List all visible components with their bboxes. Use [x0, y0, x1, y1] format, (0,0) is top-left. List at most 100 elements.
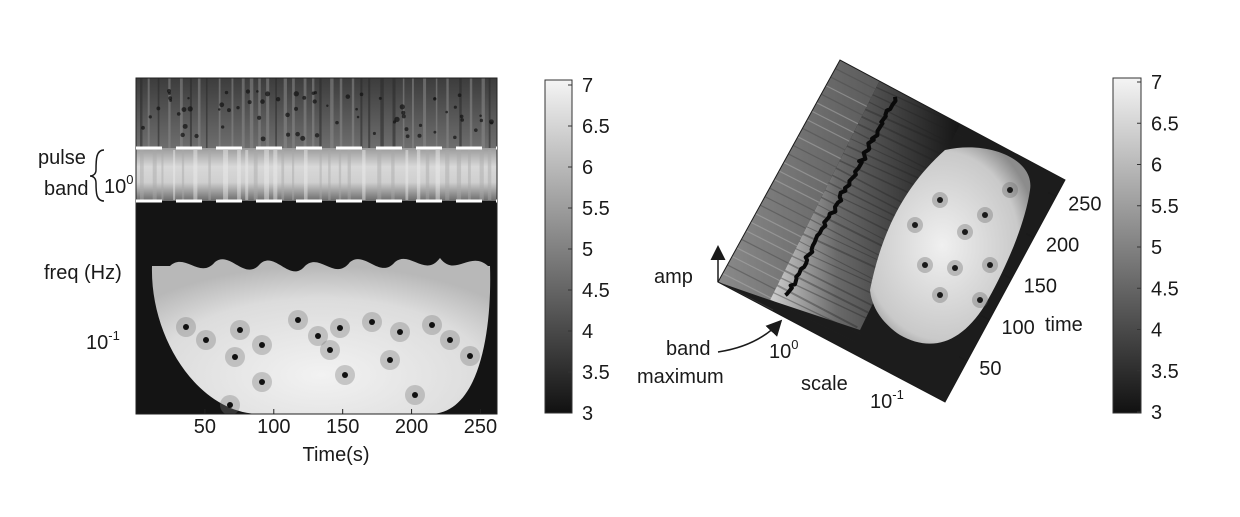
- texture-dot: [327, 347, 333, 353]
- texture-dot: [379, 97, 382, 100]
- texture-stripe: [377, 150, 381, 200]
- texture-dot: [312, 91, 315, 94]
- pulse-band-label-2: band: [44, 178, 89, 200]
- colorbar-left-ticks: 76.565.554.543.53: [568, 75, 610, 425]
- texture-dot: [405, 127, 409, 131]
- texture-dot: [335, 121, 339, 125]
- texture-dot: [397, 329, 403, 335]
- pulse-band-region: [136, 148, 497, 201]
- texture-dot: [221, 125, 224, 128]
- colorbar-tick-label: 5.5: [1151, 196, 1179, 218]
- texture-dot: [300, 136, 305, 141]
- texture-dot: [183, 124, 188, 129]
- texture-dot: [937, 292, 943, 298]
- texture-dot: [355, 108, 358, 111]
- texture-stripe: [140, 78, 142, 148]
- colorbar-tick-label: 6: [1151, 155, 1162, 177]
- texture-stripe: [140, 150, 144, 200]
- texture-stripe: [457, 150, 461, 200]
- texture-stripe: [320, 150, 322, 200]
- texture-dot: [218, 108, 220, 110]
- texture-dot: [937, 197, 943, 203]
- texture-dot: [261, 136, 266, 141]
- texture-stripe: [489, 78, 491, 148]
- texture-dot: [433, 97, 436, 100]
- texture-dot: [187, 97, 189, 99]
- texture-dot: [256, 90, 259, 93]
- texture-dot: [315, 333, 321, 339]
- texture-dot: [458, 93, 462, 97]
- time-tick-label: 100: [1001, 317, 1034, 339]
- colorbar-tick-label: 5.5: [582, 198, 610, 220]
- texture-stripe: [182, 150, 184, 200]
- texture-dot: [412, 392, 418, 398]
- texture-stripe: [426, 150, 429, 200]
- x-tick-label: 150: [326, 416, 359, 438]
- time-tick-label: 150: [1024, 276, 1057, 298]
- texture-dot: [188, 106, 193, 111]
- texture-stripe: [340, 78, 342, 148]
- texture-dot: [982, 212, 988, 218]
- texture-dot: [302, 96, 306, 100]
- texture-dot: [313, 99, 317, 103]
- texture-dot: [315, 133, 319, 137]
- texture-stripe: [459, 78, 461, 148]
- texture-dot: [460, 118, 464, 122]
- texture-stripe: [391, 150, 394, 200]
- texture-dot: [169, 99, 172, 102]
- texture-stripe: [180, 78, 183, 148]
- texture-dot: [285, 113, 290, 118]
- texture-stripe: [412, 78, 414, 148]
- texture-stripe: [328, 150, 330, 200]
- texture-dot: [447, 337, 453, 343]
- texture-stripe: [275, 78, 277, 148]
- texture-stripe: [393, 78, 396, 148]
- texture-stripe: [436, 150, 440, 200]
- texture-dot: [987, 262, 993, 268]
- texture-stripe: [250, 78, 253, 148]
- texture-dot: [429, 322, 435, 328]
- texture-dot: [360, 93, 364, 97]
- texture-dot: [326, 105, 328, 107]
- texture-dot: [357, 116, 360, 119]
- time-axis-label: time: [1045, 314, 1083, 336]
- texture-stripe: [417, 150, 420, 200]
- x-tick-label: 200: [395, 416, 428, 438]
- scale-tick-10-minus-1: 10-1: [870, 387, 904, 413]
- texture-stripe: [482, 78, 485, 148]
- texture-dot: [1007, 187, 1013, 193]
- texture-stripe: [223, 150, 228, 200]
- texture-stripe: [319, 78, 321, 148]
- texture-dot: [194, 134, 198, 138]
- x-tick-label: 250: [464, 416, 497, 438]
- colorbar-left-gradient: [545, 80, 572, 413]
- texture-dot: [294, 107, 298, 111]
- texture-dot: [922, 262, 928, 268]
- scale-tick-10-0: 100: [769, 337, 798, 363]
- texture-stripe: [480, 150, 484, 200]
- texture-stripe: [360, 78, 362, 148]
- y-tick-10-minus-1: 10-1: [86, 328, 120, 354]
- texture-stripe: [266, 78, 269, 148]
- colorbar-tick-label: 7: [1151, 72, 1162, 94]
- colorbar-tick-label: 7: [582, 75, 593, 97]
- texture-dot: [453, 136, 457, 140]
- texture-dot: [433, 131, 436, 134]
- texture-dot: [337, 325, 343, 331]
- time-tick-label: 200: [1046, 235, 1079, 257]
- texture-stripe: [312, 78, 314, 148]
- colorbar-tick-label: 6: [582, 157, 593, 179]
- texture-dot: [182, 107, 187, 112]
- texture-dot: [369, 319, 375, 325]
- y-axis-label: freq (Hz): [44, 262, 122, 284]
- texture-stripe: [368, 78, 370, 148]
- texture-dot: [445, 111, 448, 114]
- texture-stripe: [352, 78, 354, 148]
- texture-stripe: [304, 150, 308, 200]
- texture-dot: [257, 116, 261, 120]
- x-tick-label: 50: [194, 416, 216, 438]
- colorbar-tick-label: 3.5: [1151, 361, 1179, 383]
- texture-dot: [260, 99, 265, 104]
- texture-dot: [259, 342, 265, 348]
